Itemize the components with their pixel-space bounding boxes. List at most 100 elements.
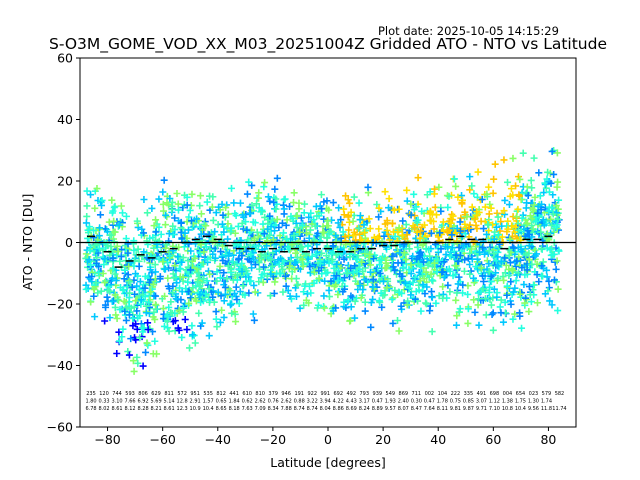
bin-medians <box>80 235 576 268</box>
scatter-point <box>500 156 508 164</box>
scatter-point <box>121 307 129 315</box>
bin-stat-label: 1.75 <box>515 399 526 405</box>
bin-stat-label: 7.64 <box>424 406 435 412</box>
scatter-point <box>168 198 176 206</box>
bin-stat-label: 8.07 <box>398 406 409 412</box>
scatter-point <box>480 278 488 286</box>
bin-stat-label: 7.63 <box>242 406 253 412</box>
scatter-point <box>417 262 425 270</box>
bin-stat-label: 535 <box>203 391 213 397</box>
scatter-point <box>439 256 447 264</box>
scatter-point <box>510 244 518 252</box>
scatter-point <box>504 217 512 225</box>
scatter-point <box>250 281 258 289</box>
scatter-point <box>243 190 251 198</box>
scatter-point <box>188 190 196 198</box>
scatter-point <box>552 202 560 210</box>
scatter-point <box>325 206 333 214</box>
scatter-point <box>367 323 375 331</box>
scatter-point <box>378 237 386 245</box>
scatter-point <box>177 219 185 227</box>
scatter-point <box>512 182 520 190</box>
bin-stat-label: 004 <box>503 391 513 397</box>
scatter-point <box>481 295 489 303</box>
scatter-point <box>152 292 160 300</box>
scatter-point <box>453 240 461 248</box>
bin-stat-label: 4.43 <box>346 399 357 405</box>
scatter-point <box>176 265 184 273</box>
scatter-point <box>295 237 303 245</box>
scatter-point <box>255 238 263 246</box>
scatter-point <box>151 315 159 323</box>
scatter-point <box>143 339 151 347</box>
scatter-point <box>522 251 530 259</box>
scatter-point <box>86 247 94 255</box>
scatter-point <box>151 268 159 276</box>
scatter-point <box>306 282 314 290</box>
scatter-point <box>407 200 415 208</box>
scatter-point <box>141 272 149 280</box>
scatter-point <box>165 303 173 311</box>
scatter-point <box>476 248 484 256</box>
scatter-point <box>452 251 460 259</box>
scatter-point <box>360 221 368 229</box>
scatter-point <box>341 285 349 293</box>
scatter-point <box>218 306 226 314</box>
bin-stat-label: 11.8 <box>541 406 552 412</box>
scatter-point <box>221 290 229 298</box>
scatter-point <box>452 321 460 329</box>
scatter-point <box>414 216 422 224</box>
scatter-point <box>365 215 373 223</box>
scatter-point <box>213 268 221 276</box>
scatter-point <box>325 259 333 267</box>
scatter-point <box>163 317 171 325</box>
scatter-point <box>127 335 135 343</box>
scatter-point <box>156 275 164 283</box>
scatter-point <box>137 296 145 304</box>
scatter-point <box>185 300 193 308</box>
scatter-point <box>233 276 241 284</box>
scatter-point <box>147 252 155 260</box>
scatter-point <box>356 282 364 290</box>
bin-stat-label: 593 <box>125 391 135 397</box>
scatter-point <box>505 271 513 279</box>
scatter-point <box>334 291 342 299</box>
scatter-point <box>94 289 102 297</box>
scatter-point <box>169 270 177 278</box>
scatter-point <box>130 367 138 375</box>
scatter-point <box>503 282 511 290</box>
bin-stat-label: 579 <box>542 391 552 397</box>
scatter-point <box>203 277 211 285</box>
scatter-point <box>125 351 133 359</box>
bin-stat-label: 869 <box>399 391 409 397</box>
bin-stat-label: 744 <box>112 391 122 397</box>
scatter-point <box>511 228 519 236</box>
bin-stat-label: 8.04 <box>320 406 331 412</box>
scatter-point <box>119 325 127 333</box>
scatter-point <box>320 304 328 312</box>
scatter-point <box>375 297 383 305</box>
scatter-point <box>221 283 229 291</box>
bin-stat-label: 9.71 <box>476 406 487 412</box>
scatter-point <box>426 252 434 260</box>
scatter-point <box>111 228 119 236</box>
scatter-point <box>334 267 342 275</box>
scatter-point <box>117 202 125 210</box>
scatter-point <box>423 283 431 291</box>
scatter-point <box>377 256 385 264</box>
scatter-point <box>387 235 395 243</box>
scatter-point <box>479 285 487 293</box>
scatter-point <box>446 252 454 260</box>
scatter-point <box>166 194 174 202</box>
scatter-point <box>271 185 279 193</box>
scatter-point <box>179 308 187 316</box>
scatter-point <box>166 252 174 260</box>
scatter-point <box>444 281 452 289</box>
scatter-point <box>295 199 303 207</box>
y-axis-ticks: −60 −40 −20 0 20 40 60 <box>47 51 80 435</box>
scatter-point <box>121 266 129 274</box>
scatter-point <box>409 278 417 286</box>
scatter-point <box>111 303 119 311</box>
scatter-point <box>218 220 226 228</box>
scatter-point <box>141 293 149 301</box>
